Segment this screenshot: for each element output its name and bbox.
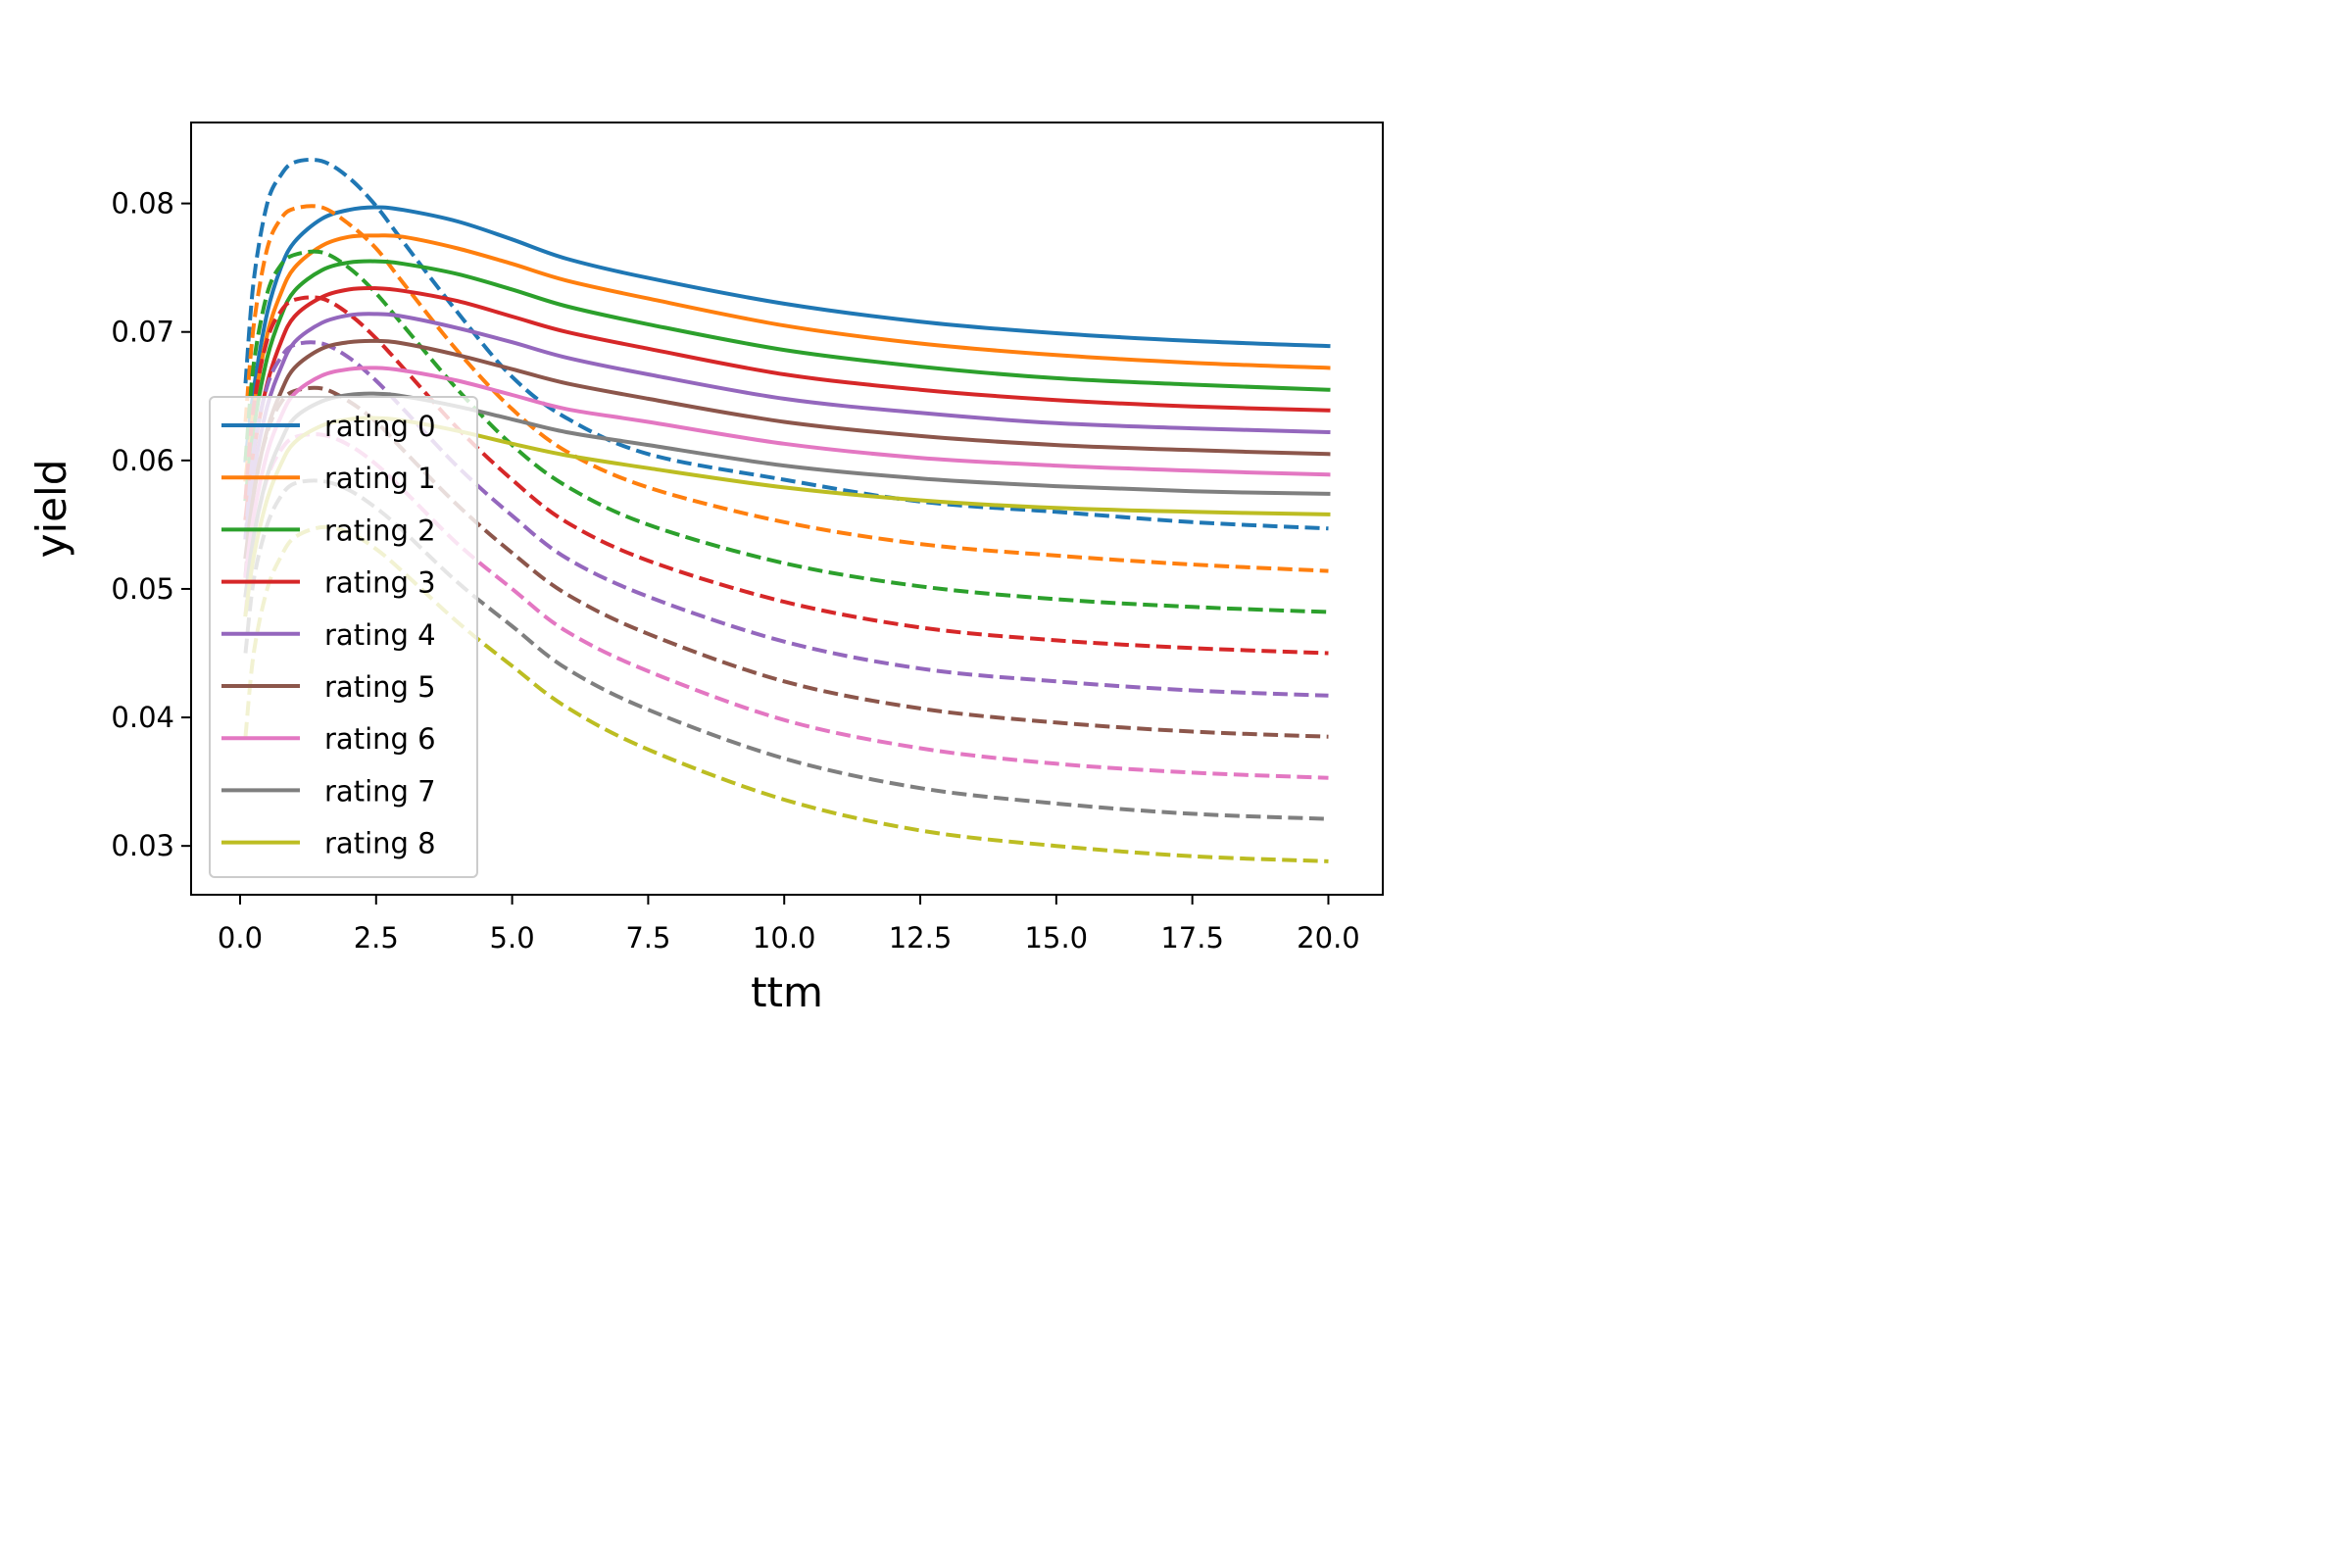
y-tick-label: 0.03 [111, 829, 174, 862]
yield-chart: 0.0 2.5 5.0 7.5 10.0 12.5 15.0 17.5 20.0 0.030.0… [0, 0, 1521, 1024]
x-tick-label: 10.0 [753, 921, 816, 955]
x-tick-label: 15.0 [1025, 921, 1089, 955]
series-line-5-dashed [243, 249, 1329, 614]
legend-label: rating 0 [324, 410, 436, 443]
x-tick-label: 17.5 [1160, 921, 1224, 955]
series-line-8-solid [243, 312, 1331, 540]
x-tick-label: 2.5 [354, 921, 399, 955]
legend-label: rating 6 [324, 722, 436, 756]
y-axis-label: yield [27, 460, 75, 559]
x-axis-label: ttm [751, 968, 823, 1016]
series-line-6-solid [243, 286, 1331, 521]
series-line-3-dashed [243, 204, 1329, 573]
legend-items: rating 0 rating 1 rating 2 rating 3 rating 4… [221, 410, 436, 860]
legend: rating 0 rating 1 rating 2 rating 3 rating 4… [209, 396, 478, 878]
series-line-1-dashed [243, 157, 1329, 531]
x-tick-label: 7.5 [625, 921, 670, 955]
x-axis-ticks: 0.0 2.5 5.0 7.5 10.0 12.5 15.0 17.5 20.0 [218, 895, 1360, 955]
y-tick-label: 0.04 [111, 701, 174, 734]
legend-label: rating 3 [324, 566, 436, 600]
y-tick-label: 0.07 [111, 316, 174, 349]
y-tick-label: 0.08 [111, 187, 174, 220]
series-line-17-dashed [243, 524, 1329, 863]
series-line-15-dashed [243, 478, 1329, 821]
x-tick-label: 0.0 [218, 921, 263, 955]
y-tick-label: 0.06 [111, 444, 174, 477]
x-tick-label: 5.0 [490, 921, 535, 955]
legend-label: rating 1 [324, 462, 436, 495]
plot-frame [190, 122, 1384, 896]
y-tick-label: 0.05 [111, 572, 174, 606]
legend-label: rating 5 [324, 670, 436, 704]
series-line-4-solid [243, 259, 1331, 502]
legend-label: rating 4 [324, 618, 436, 652]
series-line-10-solid [243, 338, 1331, 560]
legend-label: rating 2 [324, 514, 436, 547]
legend-box [209, 396, 478, 878]
x-tick-label: 20.0 [1297, 921, 1360, 955]
y-axis-ticks: 0.03 0.04 0.05 0.06 0.07 0.08 [111, 187, 191, 862]
legend-label: rating 7 [324, 774, 436, 808]
series-line-7-dashed [243, 295, 1329, 656]
series-line-2-solid [243, 233, 1331, 482]
legend-label: rating 8 [324, 827, 436, 860]
series-line-9-dashed [243, 340, 1329, 698]
x-tick-label: 12.5 [889, 921, 953, 955]
